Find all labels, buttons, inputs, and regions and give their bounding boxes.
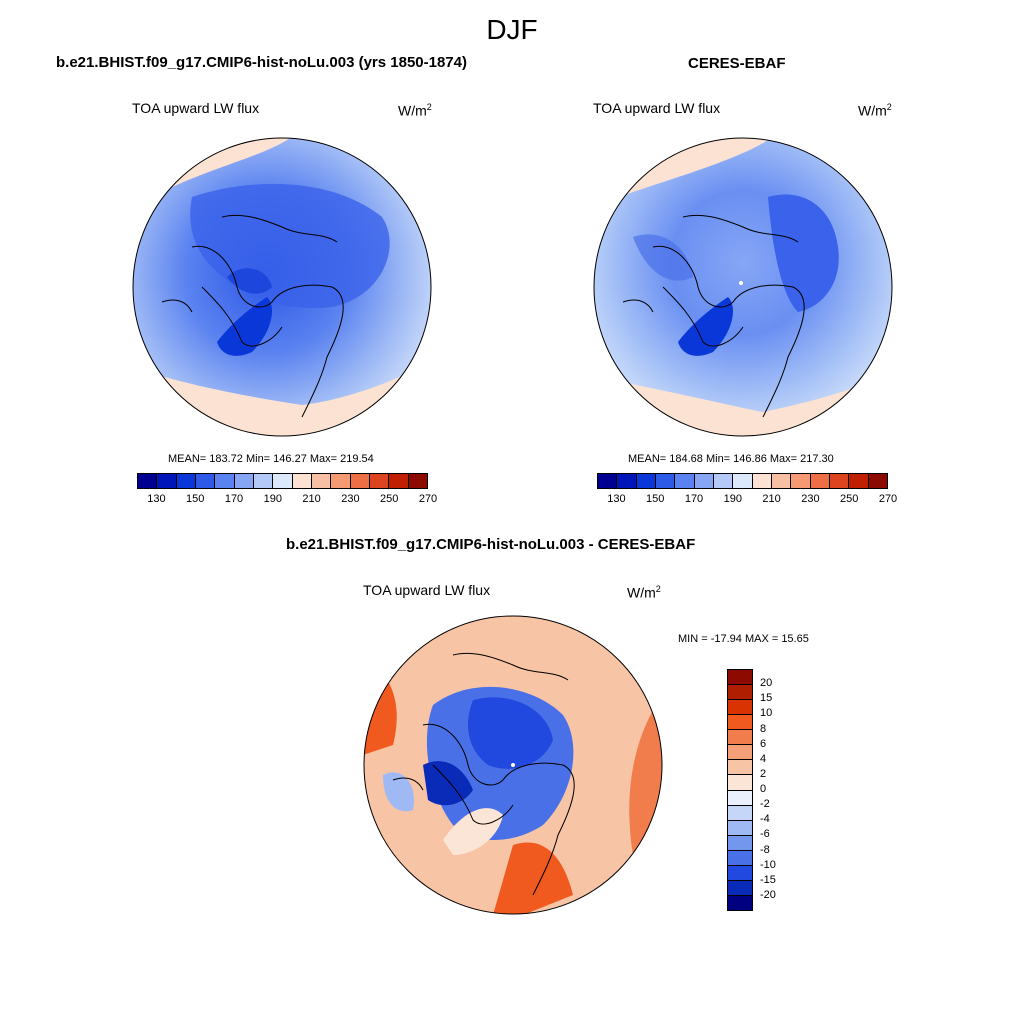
colorbar-box xyxy=(728,880,752,896)
colorbar-box xyxy=(810,474,830,488)
colorbar-box xyxy=(292,474,312,488)
season-title: DJF xyxy=(486,14,538,45)
colorbar-tick-label: -8 xyxy=(760,843,770,856)
obs-panel-title: CERES-EBAF xyxy=(688,55,786,72)
colorbar-box xyxy=(176,474,196,488)
colorbar-tick-label: 170 xyxy=(684,493,704,505)
colorbar-box xyxy=(713,474,734,488)
colorbar-tick-label: 8 xyxy=(760,722,767,735)
colorbar-tick-label: -6 xyxy=(760,828,770,841)
obs-variable-label: TOA upward LW flux xyxy=(593,100,721,116)
colorbar-box xyxy=(369,474,390,488)
colorbar-box xyxy=(311,474,332,488)
colorbar-tick-label: 130 xyxy=(147,493,166,505)
colorbar-box xyxy=(331,474,351,488)
colorbar-box xyxy=(728,685,752,701)
model-polar-map xyxy=(132,137,432,437)
colorbar-box xyxy=(728,805,752,821)
model-colorbar-labels: 130 150 170 190 210 230 250 270 xyxy=(137,493,437,507)
colorbar-tick-label: 6 xyxy=(760,737,767,750)
diff-stats: MIN = -17.94 MAX = 15.65 xyxy=(678,633,809,645)
diff-variable-label: TOA upward LW flux xyxy=(363,582,491,598)
colorbar-tick-label: 10 xyxy=(760,707,773,720)
colorbar-box xyxy=(694,474,714,488)
colorbar-tick-label: -15 xyxy=(760,873,776,886)
obs-stats: MEAN= 184.68 Min= 146.86 Max= 217.30 xyxy=(628,453,834,465)
colorbar-box xyxy=(728,835,752,851)
colorbar-tick-label: 0 xyxy=(760,783,767,795)
colorbar-tick-label: 170 xyxy=(224,493,244,505)
colorbar-box xyxy=(389,474,409,488)
model-variable-label: TOA upward LW flux xyxy=(132,100,260,116)
colorbar-box xyxy=(157,474,177,488)
obs-colorbar-labels: 130 150 170 190 210 230 250 270 xyxy=(597,493,897,507)
obs-polar-map xyxy=(593,137,893,437)
colorbar-box xyxy=(728,745,752,761)
colorbar-box xyxy=(350,474,370,488)
colorbar-box xyxy=(728,670,752,686)
colorbar-tick-label: 2 xyxy=(760,767,767,780)
colorbar-box xyxy=(728,850,752,866)
colorbar-tick-label: 250 xyxy=(840,493,859,505)
colorbar-tick-label: 150 xyxy=(186,493,205,505)
model-colorbar xyxy=(137,473,428,489)
colorbar-box xyxy=(138,474,158,488)
colorbar-box xyxy=(728,895,752,910)
colorbar-tick-label: 270 xyxy=(418,493,438,505)
diff-units-label: W/m2 xyxy=(627,584,661,601)
colorbar-box xyxy=(752,474,772,488)
diff-colorbar-labels: 20 15 10 8 6 4 2 0 -2 -4 -6 -8 -10 -15 -20 xyxy=(760,669,800,909)
model-stats: MEAN= 183.72 Min= 146.27 Max= 219.54 xyxy=(168,453,374,465)
colorbar-box xyxy=(728,700,752,716)
colorbar-tick-label: 210 xyxy=(762,493,781,505)
colorbar-tick-label: 20 xyxy=(760,677,773,690)
colorbar-box xyxy=(408,474,427,488)
colorbar-box xyxy=(215,474,235,488)
colorbar-box xyxy=(728,760,752,776)
colorbar-box xyxy=(868,474,887,488)
model-panel-title: b.e21.BHIST.f09_g17.CMIP6-hist-noLu.003 … xyxy=(56,54,467,71)
colorbar-box xyxy=(728,865,752,881)
colorbar-box xyxy=(829,474,850,488)
colorbar-box xyxy=(728,775,752,791)
colorbar-tick-label: -4 xyxy=(760,813,770,826)
colorbar-box xyxy=(655,474,676,488)
colorbar-tick-label: -2 xyxy=(760,798,770,811)
colorbar-box xyxy=(253,474,274,488)
colorbar-box xyxy=(675,474,695,488)
colorbar-tick-label: 270 xyxy=(878,493,898,505)
colorbar-tick-label: 190 xyxy=(263,493,282,505)
colorbar-box xyxy=(771,474,792,488)
diff-colorbar xyxy=(727,669,753,911)
colorbar-box xyxy=(791,474,811,488)
colorbar-box xyxy=(195,474,216,488)
diff-polar-map xyxy=(363,615,663,915)
colorbar-box xyxy=(617,474,637,488)
diff-panel-title: b.e21.BHIST.f09_g17.CMIP6-hist-noLu.003 … xyxy=(286,536,696,553)
colorbar-tick-label: 250 xyxy=(380,493,399,505)
colorbar-box xyxy=(728,790,752,806)
colorbar-tick-label: 15 xyxy=(760,692,773,705)
colorbar-box xyxy=(234,474,254,488)
model-units-label: W/m2 xyxy=(398,102,432,119)
colorbar-tick-label: 210 xyxy=(302,493,321,505)
obs-colorbar xyxy=(597,473,888,489)
colorbar-tick-label: -20 xyxy=(760,888,776,901)
colorbar-box xyxy=(728,715,752,731)
colorbar-box xyxy=(636,474,656,488)
colorbar-tick-label: 230 xyxy=(341,493,360,505)
colorbar-tick-label: 190 xyxy=(723,493,742,505)
colorbar-box xyxy=(733,474,753,488)
colorbar-tick-label: 150 xyxy=(646,493,665,505)
colorbar-tick-label: 4 xyxy=(760,752,767,765)
colorbar-tick-label: -10 xyxy=(760,858,776,871)
colorbar-box xyxy=(849,474,869,488)
obs-units-label: W/m2 xyxy=(858,102,892,119)
colorbar-tick-label: 130 xyxy=(607,493,626,505)
colorbar-box xyxy=(598,474,618,488)
colorbar-tick-label: 230 xyxy=(801,493,820,505)
colorbar-box xyxy=(273,474,293,488)
colorbar-box xyxy=(728,820,752,836)
colorbar-box xyxy=(728,730,752,746)
